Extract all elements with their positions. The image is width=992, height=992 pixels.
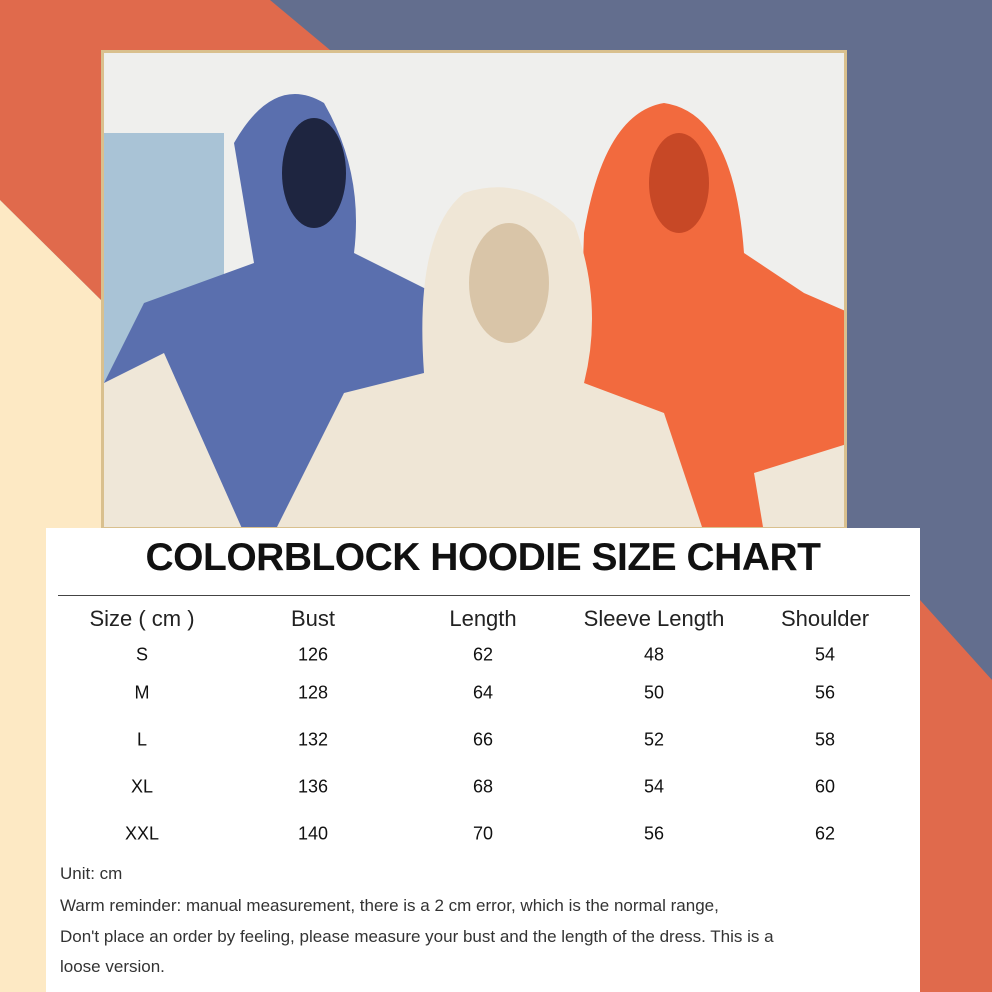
table-cell: S [135,644,149,665]
size-chart-panel: COLORBLOCK HOODIE SIZE CHART Size ( cm )… [46,528,920,992]
table-cell: 62 [814,823,836,844]
table-cell: 128 [297,682,329,703]
table-cell: M [134,682,150,703]
table-cell: 62 [472,644,494,665]
table-cell: 54 [643,776,665,797]
reminder-note: Warm reminder: manual measurement, there… [60,896,719,915]
unit-note: Unit: cm [60,864,123,883]
column-header: Shoulder [780,606,870,631]
column-header: Bust [290,606,336,631]
table-cell: 60 [814,776,836,797]
table-cell: 70 [472,823,494,844]
table-cell: XL [130,776,154,797]
table-cell: 56 [643,823,665,844]
table-cell: 48 [643,644,665,665]
table-cell: 136 [297,776,329,797]
table-cell: 52 [643,729,665,750]
measure-note: Don't place an order by feeling, please … [60,927,774,946]
fit-note: loose version. [60,957,165,976]
table-cell: 64 [472,682,494,703]
column-header: Sleeve Length [583,606,725,631]
table-cell: 54 [814,644,836,665]
column-header: Size ( cm ) [89,606,195,631]
table-cell: L [136,729,148,750]
table-cell: 50 [643,682,665,703]
table-cell: 140 [297,823,329,844]
size-chart-title: COLORBLOCK HOODIE SIZE CHART [145,536,822,579]
product-photo [101,50,847,530]
table-cell: 132 [297,729,329,750]
table-cell: XXL [124,823,160,844]
cream-hoodie-image [277,187,702,527]
title-divider [58,595,910,596]
table-cell: 56 [814,682,836,703]
table-cell: 126 [297,644,329,665]
column-header: Length [449,606,517,631]
table-cell: 58 [814,729,836,750]
table-cell: 66 [472,729,494,750]
table-cell: 68 [472,776,494,797]
